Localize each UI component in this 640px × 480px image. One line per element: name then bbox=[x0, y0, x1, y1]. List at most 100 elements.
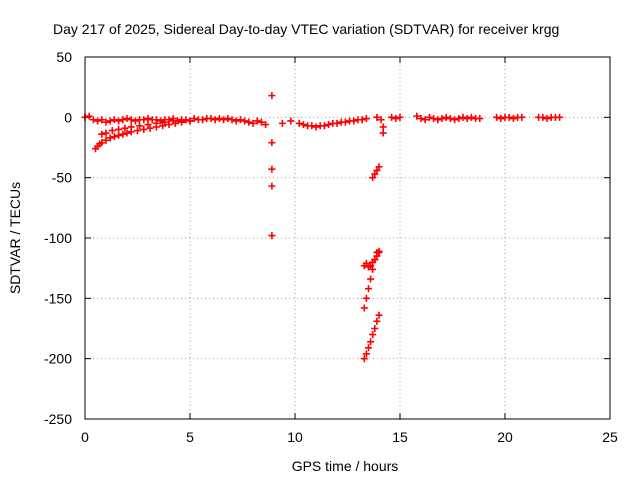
data-point bbox=[146, 124, 154, 132]
data-point bbox=[421, 116, 429, 124]
x-axis-label: GPS time / hours bbox=[292, 458, 399, 474]
series-group bbox=[360, 163, 383, 363]
data-point bbox=[178, 117, 186, 125]
data-point bbox=[211, 116, 219, 124]
data-point bbox=[89, 116, 97, 124]
data-point bbox=[140, 116, 148, 124]
data-point bbox=[228, 116, 236, 124]
chart-title: Day 217 of 2025, Sidereal Day-to-day VTE… bbox=[53, 21, 559, 37]
data-point bbox=[442, 113, 450, 121]
data-point bbox=[119, 116, 127, 124]
data-point bbox=[102, 129, 110, 137]
data-point bbox=[463, 115, 471, 123]
data-point bbox=[190, 115, 198, 123]
data-point bbox=[268, 165, 276, 173]
data-point bbox=[159, 122, 167, 130]
data-point bbox=[362, 259, 370, 267]
data-point bbox=[131, 117, 139, 125]
data-point bbox=[312, 123, 320, 131]
data-point bbox=[268, 139, 276, 147]
data-point bbox=[186, 117, 194, 125]
data-point bbox=[106, 134, 114, 142]
data-point bbox=[373, 113, 381, 121]
data-point bbox=[215, 115, 223, 123]
y-tick-label: 50 bbox=[56, 49, 72, 65]
data-point bbox=[371, 170, 379, 178]
data-point bbox=[127, 116, 135, 124]
data-point bbox=[299, 121, 307, 129]
data-point bbox=[98, 130, 106, 138]
data-point bbox=[493, 113, 501, 121]
data-point bbox=[379, 129, 387, 137]
data-point bbox=[360, 304, 368, 312]
data-point bbox=[362, 294, 370, 302]
data-point bbox=[253, 117, 261, 125]
data-point bbox=[161, 118, 169, 126]
data-point bbox=[438, 115, 446, 123]
y-tick-label: -50 bbox=[52, 170, 72, 186]
data-point bbox=[123, 115, 131, 123]
data-point bbox=[182, 116, 190, 124]
data-point bbox=[123, 129, 131, 137]
data-point bbox=[220, 116, 228, 124]
data-point bbox=[320, 122, 328, 130]
data-point bbox=[467, 113, 475, 121]
data-point bbox=[379, 123, 387, 131]
data-point bbox=[268, 182, 276, 190]
data-point bbox=[268, 92, 276, 100]
data-point bbox=[455, 115, 463, 123]
data-point bbox=[157, 117, 165, 125]
data-points bbox=[81, 92, 564, 363]
data-point bbox=[417, 115, 425, 123]
data-point bbox=[152, 119, 160, 127]
data-point bbox=[362, 115, 370, 123]
y-tick-label: 0 bbox=[64, 109, 72, 125]
data-point bbox=[543, 115, 551, 123]
data-point bbox=[375, 163, 383, 171]
data-point bbox=[350, 117, 358, 125]
data-point bbox=[224, 115, 232, 123]
data-point bbox=[369, 265, 377, 273]
x-tick-label: 25 bbox=[602, 429, 618, 445]
data-point bbox=[257, 118, 265, 126]
x-tick-label: 0 bbox=[81, 429, 89, 445]
data-point bbox=[556, 113, 564, 121]
series-group bbox=[373, 113, 387, 137]
data-point bbox=[371, 256, 379, 264]
data-point bbox=[459, 113, 467, 121]
data-point bbox=[110, 133, 118, 141]
data-point bbox=[425, 113, 433, 121]
data-point bbox=[388, 113, 396, 121]
data-point bbox=[295, 119, 303, 127]
data-point bbox=[396, 113, 404, 121]
data-point bbox=[509, 115, 517, 123]
data-point bbox=[249, 119, 257, 127]
data-point bbox=[199, 116, 207, 124]
data-point bbox=[367, 338, 375, 346]
data-point bbox=[121, 124, 129, 132]
data-point bbox=[98, 139, 106, 147]
data-point bbox=[119, 130, 127, 138]
data-point bbox=[115, 131, 123, 139]
data-point bbox=[358, 116, 366, 124]
data-point bbox=[287, 117, 295, 125]
data-point bbox=[268, 232, 276, 240]
data-point bbox=[369, 331, 377, 339]
data-point bbox=[308, 122, 316, 130]
data-point bbox=[333, 119, 341, 127]
data-point bbox=[365, 344, 372, 352]
data-point bbox=[413, 112, 421, 120]
y-tick-label: -200 bbox=[44, 351, 72, 367]
data-point bbox=[232, 117, 240, 125]
data-point bbox=[341, 118, 349, 126]
y-tick-label: -150 bbox=[44, 290, 72, 306]
data-point bbox=[236, 116, 244, 124]
data-point bbox=[169, 117, 177, 125]
x-tick-label: 5 bbox=[186, 429, 194, 445]
series-group bbox=[81, 112, 564, 131]
grid bbox=[85, 57, 610, 419]
data-point bbox=[245, 118, 253, 126]
data-point bbox=[102, 136, 110, 144]
data-point bbox=[505, 113, 513, 121]
